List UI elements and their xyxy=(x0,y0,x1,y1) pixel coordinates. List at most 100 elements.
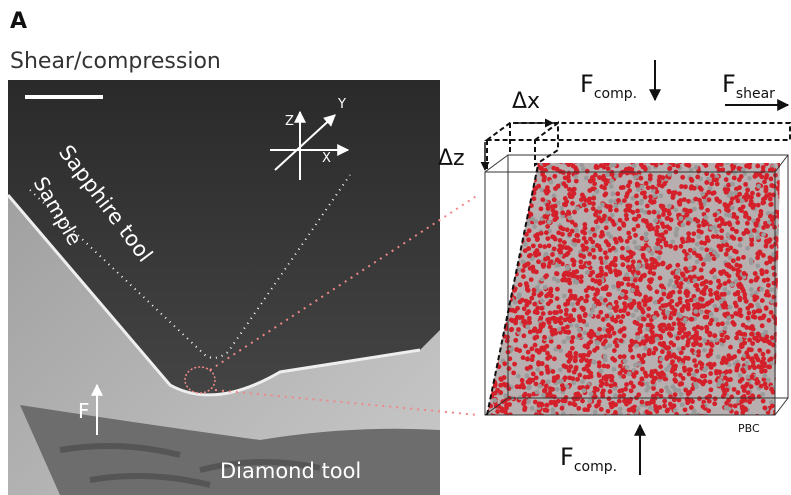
atom xyxy=(673,208,678,213)
atom xyxy=(607,292,612,297)
atom xyxy=(516,166,521,171)
atom xyxy=(659,415,664,420)
atom xyxy=(488,267,493,272)
atom xyxy=(500,252,505,257)
atom xyxy=(491,158,496,163)
atom xyxy=(478,198,483,203)
atom xyxy=(651,257,656,262)
atom xyxy=(709,387,714,392)
atom xyxy=(770,404,775,409)
atom xyxy=(590,286,595,291)
atom xyxy=(777,316,782,321)
atom xyxy=(745,230,750,235)
atom xyxy=(609,374,614,379)
atom xyxy=(624,213,629,218)
atom xyxy=(637,316,642,321)
atom xyxy=(633,278,638,283)
atom xyxy=(486,235,491,240)
atom xyxy=(744,361,749,366)
atom xyxy=(783,406,788,411)
atom xyxy=(690,348,695,353)
atom xyxy=(581,166,586,171)
atom xyxy=(585,385,590,390)
atom xyxy=(779,309,784,314)
atom xyxy=(597,373,602,378)
atom xyxy=(488,266,493,271)
atom xyxy=(568,356,573,361)
atom xyxy=(619,170,624,175)
atom xyxy=(671,191,676,196)
atom xyxy=(782,276,787,281)
atom xyxy=(578,259,583,264)
atom xyxy=(647,336,652,341)
atom xyxy=(580,379,585,384)
shear-force: Fshear xyxy=(722,70,775,102)
atom xyxy=(574,269,579,274)
atom xyxy=(503,183,508,188)
atom xyxy=(640,367,645,372)
atom xyxy=(766,283,771,288)
atom xyxy=(772,184,777,189)
atom xyxy=(494,202,499,207)
atom xyxy=(513,245,518,250)
atom xyxy=(518,315,523,320)
atom xyxy=(611,284,616,289)
atom xyxy=(634,194,639,199)
atom xyxy=(578,253,583,258)
atom xyxy=(565,266,570,271)
atom xyxy=(620,254,625,259)
atom xyxy=(755,263,760,268)
atom xyxy=(632,408,637,413)
atom xyxy=(599,369,604,374)
atom xyxy=(665,265,670,270)
atom xyxy=(609,199,614,204)
atom xyxy=(570,335,575,340)
atom xyxy=(737,185,742,190)
atom xyxy=(603,191,608,196)
atom xyxy=(595,243,600,248)
atom xyxy=(569,293,574,298)
atom xyxy=(540,298,545,303)
atom xyxy=(499,222,504,227)
atom xyxy=(703,215,708,220)
atom xyxy=(725,321,730,326)
atom xyxy=(749,347,754,352)
atom xyxy=(723,326,728,331)
atom xyxy=(492,348,497,353)
atom xyxy=(704,325,709,330)
atom xyxy=(752,294,757,299)
atom xyxy=(562,240,567,245)
atom xyxy=(705,254,710,259)
atom xyxy=(762,179,767,184)
atom xyxy=(566,336,571,341)
atom xyxy=(683,388,688,393)
atom xyxy=(662,292,667,297)
atom xyxy=(573,223,578,228)
atom xyxy=(697,336,702,341)
atom xyxy=(725,160,730,165)
atom xyxy=(632,374,637,379)
atom xyxy=(736,363,741,368)
atom xyxy=(521,160,526,165)
atom xyxy=(491,182,496,187)
atom xyxy=(631,313,636,318)
atom xyxy=(609,163,614,168)
atom xyxy=(524,195,529,200)
atom xyxy=(747,338,752,343)
atom xyxy=(646,306,651,311)
atom xyxy=(493,209,498,214)
atom xyxy=(653,346,658,351)
atom xyxy=(513,218,518,223)
atom xyxy=(644,388,649,393)
atom xyxy=(527,393,532,398)
atom xyxy=(678,382,683,387)
atom xyxy=(494,333,499,338)
atom xyxy=(508,281,513,286)
atom xyxy=(677,290,682,295)
atom xyxy=(542,335,547,340)
atom xyxy=(619,319,624,324)
atom xyxy=(575,301,580,306)
atom xyxy=(511,205,516,210)
atom xyxy=(541,262,546,267)
atom xyxy=(571,262,576,267)
